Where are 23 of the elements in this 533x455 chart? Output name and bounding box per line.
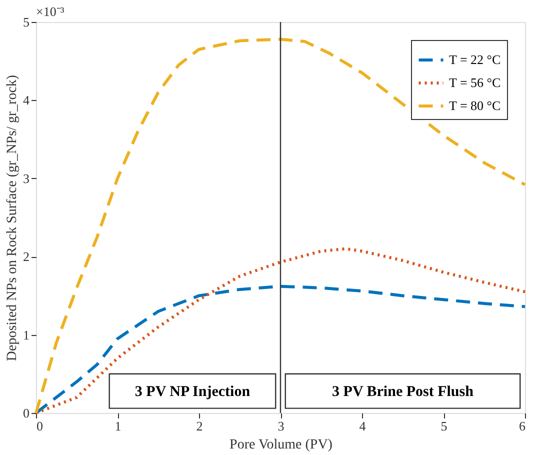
x-axis-title: Pore Volume (PV) <box>230 438 333 452</box>
legend-label: T = 80 °C <box>449 98 501 113</box>
y-tick-label: 4 <box>23 92 30 108</box>
x-tick-label: 4 <box>359 418 366 434</box>
x-tick-label: 2 <box>196 418 203 434</box>
text: ×10⁻³ <box>36 4 64 19</box>
x-tick-label: 0 <box>36 418 43 434</box>
x-tick-label: 3 <box>278 418 284 434</box>
x-tick-label: 1 <box>114 418 122 434</box>
annotation: 3 PV Brine Post Flush <box>332 384 474 400</box>
legend-label: T = 56 °C <box>449 75 501 90</box>
y-tick-label: 3 <box>23 170 30 186</box>
y-axis-title: Deposited NPs on Rock Surface (gr_NPs/ gr_rock) <box>5 74 20 362</box>
x-tick-label: 5 <box>440 418 448 434</box>
y-tick-label: 0 <box>23 406 30 420</box>
annotation: 3 PV NP Injection <box>134 384 251 400</box>
legend-label: T = 22 °C <box>449 52 501 67</box>
y-tick-label: 1 <box>23 327 30 342</box>
line-series <box>34 38 526 414</box>
y-tick-label: 2 <box>23 249 30 264</box>
line-series <box>34 247 526 414</box>
y-tick-label: 5 <box>23 14 30 30</box>
x-tick-label: 6 <box>519 418 526 434</box>
